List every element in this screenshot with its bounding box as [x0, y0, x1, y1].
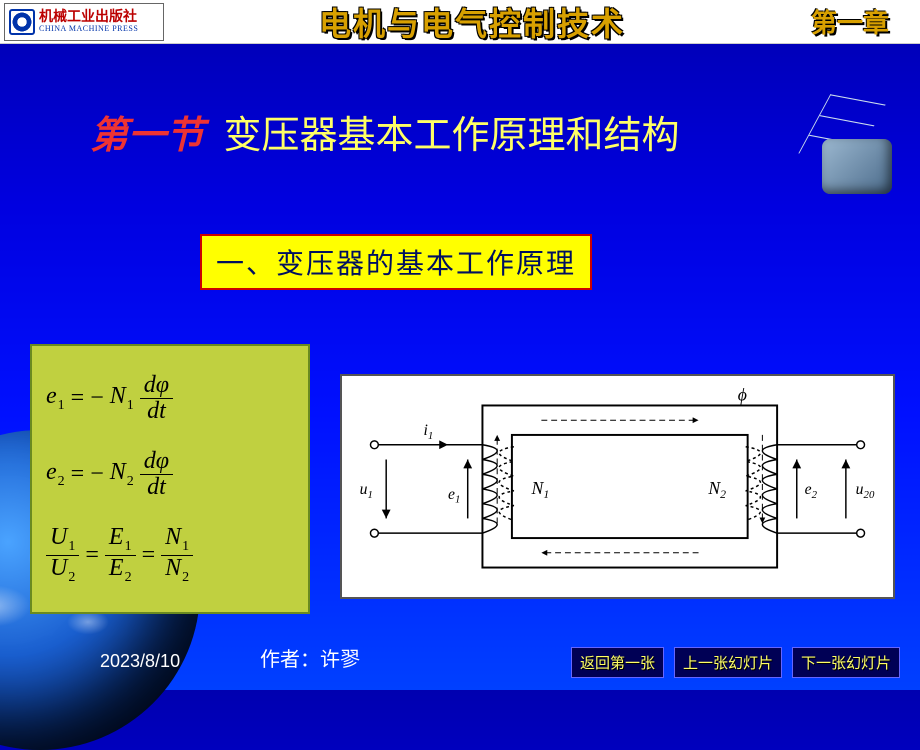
subheading-box: 一、变压器的基本工作原理 [200, 234, 592, 290]
label-u20: u20 [856, 481, 875, 501]
label-N1: N1 [531, 478, 550, 501]
section-number: 第一节 [90, 115, 204, 157]
nav-prev-button[interactable]: 上一张幻灯片 [674, 647, 782, 678]
section-title: 第一节 变压器基本工作原理和结构 [90, 104, 680, 159]
label-phi: ϕ [738, 385, 747, 405]
formula-e2: e2 = − N2 dφ dt [46, 449, 294, 500]
formula-ratio: U1 U2 = E1 E2 = N1 N2 [46, 525, 294, 585]
nav-button-group: 返回第一张 上一张幻灯片 下一张幻灯片 [571, 647, 900, 678]
nav-first-button[interactable]: 返回第一张 [571, 647, 664, 678]
satellite-decoration-icon [782, 94, 912, 224]
section-heading: 变压器基本工作原理和结构 [224, 115, 680, 157]
label-N2: N2 [707, 478, 726, 501]
publisher-logo: 机械工业出版社 CHINA MACHINE PRESS [4, 3, 164, 41]
label-i1: i1 [424, 422, 434, 442]
publisher-name-en: CHINA MACHINE PRESS [39, 25, 138, 33]
nav-next-button[interactable]: 下一张幻灯片 [792, 647, 900, 678]
footer-author: 作者：许翏 [260, 643, 360, 672]
footer-date: 2023/8/10 [100, 651, 180, 672]
publisher-name-cn: 机械工业出版社 [39, 11, 138, 25]
formula-panel: e1 = − N1 dφ dt e2 = − N2 dφ dt U1 U2 = [30, 344, 310, 614]
label-e2: e2 [805, 481, 818, 501]
slide-area: 第一节 变压器基本工作原理和结构 一、变压器的基本工作原理 e1 = − N1 … [0, 44, 920, 690]
chapter-label: 第一章 [780, 3, 920, 40]
transformer-diagram: ϕ i1 u1 [340, 374, 895, 599]
course-title: 电机与电气控制技术 [164, 0, 780, 45]
formula-e1: e1 = − N1 dφ dt [46, 373, 294, 424]
top-bar: 机械工业出版社 CHINA MACHINE PRESS 电机与电气控制技术 第一… [0, 0, 920, 44]
publisher-mark-icon [9, 9, 35, 35]
label-e1: e1 [448, 486, 460, 506]
label-u1: u1 [360, 481, 373, 501]
